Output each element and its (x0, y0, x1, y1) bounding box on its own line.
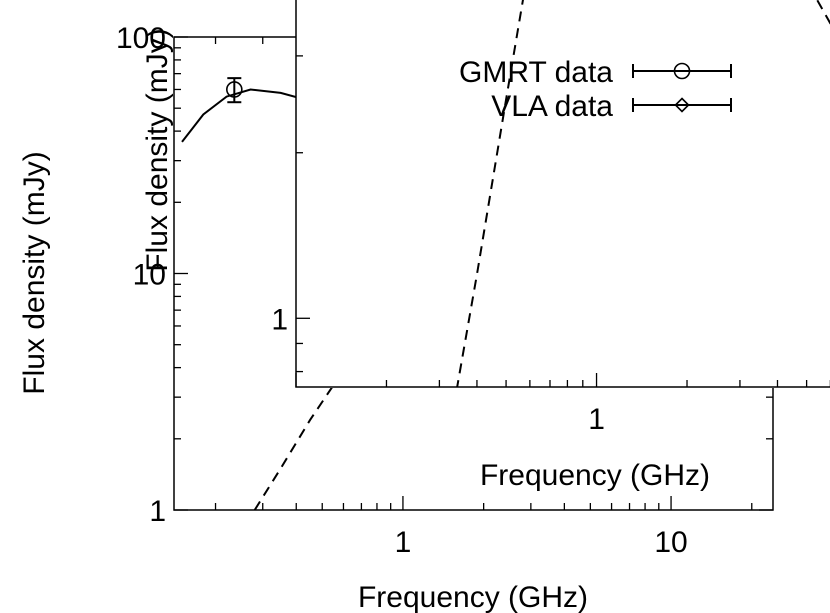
main-y-tick-label: 100 (116, 22, 166, 55)
main-x-tick-label: 1 (395, 526, 412, 559)
main-y-tick-label: 10 (133, 259, 166, 292)
inset-plot-frame (295, 0, 830, 388)
inset-x-axis-label: Frequency (GHz) (480, 459, 710, 492)
inset-model-curves (456, 0, 830, 387)
legend-sample-gmrt (632, 62, 732, 80)
circle-marker (226, 81, 243, 98)
main-gmrt-data-point (226, 77, 243, 104)
main-y-axis-label: Flux density (mJy) (18, 151, 51, 394)
main-y-tick-label: 1 (149, 495, 166, 528)
inset-dashed-model-curve (456, 0, 830, 387)
main-x-axis-label: Frequency (GHz) (358, 581, 588, 613)
legend-sample-vla (632, 97, 732, 113)
main-x-tick-label: 10 (654, 526, 687, 559)
inset-legend: GMRT data VLA data (459, 56, 732, 123)
legend-samples (632, 62, 732, 113)
legend-label-gmrt: GMRT data (459, 56, 613, 89)
inset-y-tick-label: 1 (271, 303, 288, 336)
inset-x-tick-label: 1 (588, 403, 605, 436)
legend-circle-marker (673, 62, 691, 80)
legend-diamond-marker (674, 97, 690, 113)
legend-label-vla: VLA data (491, 90, 613, 123)
inset-background (296, 0, 830, 388)
inset-y-axis-label: Flux density (mJy) (141, 28, 174, 271)
